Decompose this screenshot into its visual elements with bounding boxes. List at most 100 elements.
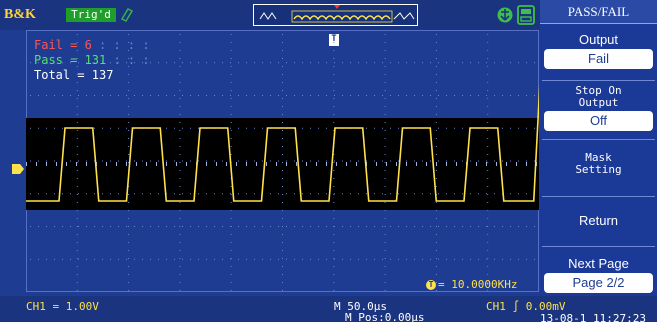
output-value: Fail bbox=[544, 49, 653, 69]
grid-dot bbox=[118, 160, 119, 162]
grid-dot bbox=[487, 74, 489, 75]
grid-dot bbox=[518, 62, 519, 64]
grid-dot bbox=[282, 66, 283, 67]
grid-dot bbox=[478, 193, 479, 195]
grid-dot bbox=[94, 95, 95, 96]
axis-tick bbox=[256, 162, 257, 166]
grid-dot bbox=[526, 62, 527, 64]
grid-dot bbox=[238, 127, 239, 129]
grid-dot bbox=[398, 160, 399, 162]
grid-dot bbox=[333, 234, 335, 235]
grid-dot bbox=[128, 242, 130, 243]
grid-dot bbox=[142, 193, 143, 195]
grid-dot bbox=[382, 226, 383, 227]
grid-dot bbox=[134, 193, 135, 195]
timebase: M 50.0μs bbox=[334, 300, 387, 313]
grid-dot bbox=[518, 226, 519, 227]
grid-dot bbox=[110, 226, 111, 227]
grid-dot bbox=[262, 127, 263, 129]
grid-dot bbox=[76, 266, 78, 267]
return-menu-button[interactable]: Return bbox=[540, 213, 657, 228]
grid-dot bbox=[76, 130, 78, 131]
grid-dot bbox=[282, 34, 283, 35]
grid-dot bbox=[230, 193, 231, 195]
grid-dot bbox=[294, 95, 295, 96]
grid-dot bbox=[430, 258, 431, 260]
grid-dot bbox=[179, 266, 181, 267]
grid-dot bbox=[174, 127, 175, 129]
grid-dot bbox=[76, 66, 78, 67]
grid-dot bbox=[230, 106, 232, 107]
grid-dot bbox=[282, 242, 283, 243]
fail-count: Fail = 6 : : : : bbox=[34, 38, 150, 52]
grid-dot bbox=[282, 266, 283, 267]
grid-dot bbox=[206, 95, 207, 96]
axis-tick bbox=[376, 162, 377, 166]
grid-dot bbox=[374, 160, 375, 162]
grid-dot bbox=[333, 258, 335, 259]
grid-dot bbox=[333, 186, 335, 187]
grid-dot bbox=[318, 160, 319, 162]
grid-dot bbox=[487, 106, 489, 107]
grid-dot bbox=[430, 62, 431, 64]
axis-tick bbox=[416, 162, 417, 166]
grid-dot bbox=[487, 82, 489, 83]
grid-dot bbox=[222, 226, 223, 227]
grid-dot bbox=[390, 258, 391, 260]
grid-dot bbox=[78, 160, 79, 162]
grid-dot bbox=[230, 127, 231, 129]
grid-dot bbox=[230, 194, 232, 195]
grid-dot bbox=[76, 34, 78, 35]
grid-dot bbox=[302, 127, 303, 129]
grid-dot bbox=[510, 226, 511, 227]
grid-dot bbox=[435, 282, 437, 283]
grid-dot bbox=[128, 202, 130, 203]
menu-title: PASS/FAIL bbox=[540, 0, 657, 24]
grid-dot bbox=[166, 258, 167, 260]
grid-dot bbox=[487, 218, 489, 219]
grid-dot bbox=[86, 95, 87, 96]
grid-dot bbox=[334, 62, 335, 64]
grid-dot bbox=[30, 193, 31, 195]
trigger-status-badge: Trig'd bbox=[66, 8, 116, 22]
grid-dot bbox=[222, 95, 223, 96]
grid-dot bbox=[126, 226, 127, 227]
grid-dot bbox=[76, 250, 78, 251]
grid-dot bbox=[179, 202, 181, 203]
grid-dot bbox=[128, 258, 130, 259]
grid-dot bbox=[350, 160, 351, 162]
stop-on-output-menu-button[interactable]: Stop On Output Off bbox=[540, 85, 657, 131]
grid-dot bbox=[142, 62, 143, 64]
channel-marker-icon bbox=[12, 159, 24, 174]
grid-dot bbox=[282, 290, 283, 291]
grid-dot bbox=[278, 193, 279, 195]
grid-dot bbox=[487, 162, 489, 163]
grid-dot bbox=[282, 114, 283, 115]
grid-dot bbox=[179, 194, 181, 195]
memory-waveform-icon bbox=[253, 4, 418, 26]
grid-dot bbox=[179, 98, 181, 99]
grid-dot bbox=[366, 62, 367, 64]
grid-dot bbox=[76, 154, 78, 155]
grid-dot bbox=[128, 114, 130, 115]
grid-dot bbox=[422, 226, 423, 227]
grid-dot bbox=[150, 95, 151, 96]
grid-dot bbox=[487, 114, 489, 115]
grid-dot bbox=[487, 226, 489, 227]
grid-dot bbox=[190, 226, 191, 227]
grid-dot bbox=[38, 127, 39, 129]
output-menu-button[interactable]: Output Fail bbox=[540, 32, 657, 69]
grid-dot bbox=[230, 74, 232, 75]
grid-dot bbox=[414, 193, 415, 195]
grid-dot bbox=[282, 50, 283, 51]
next-page-menu-button[interactable]: Next Page Page 2/2 bbox=[540, 256, 657, 293]
grid-dot bbox=[238, 160, 239, 162]
grid-dot bbox=[158, 95, 159, 96]
grid-dot bbox=[214, 226, 215, 227]
grid-dot bbox=[494, 258, 495, 260]
grid-dot bbox=[526, 258, 527, 260]
grid-dot bbox=[254, 160, 255, 162]
mask-setting-menu-button[interactable]: Mask Setting bbox=[540, 152, 657, 176]
grid-dot bbox=[406, 193, 407, 195]
axis-tick bbox=[396, 162, 397, 166]
